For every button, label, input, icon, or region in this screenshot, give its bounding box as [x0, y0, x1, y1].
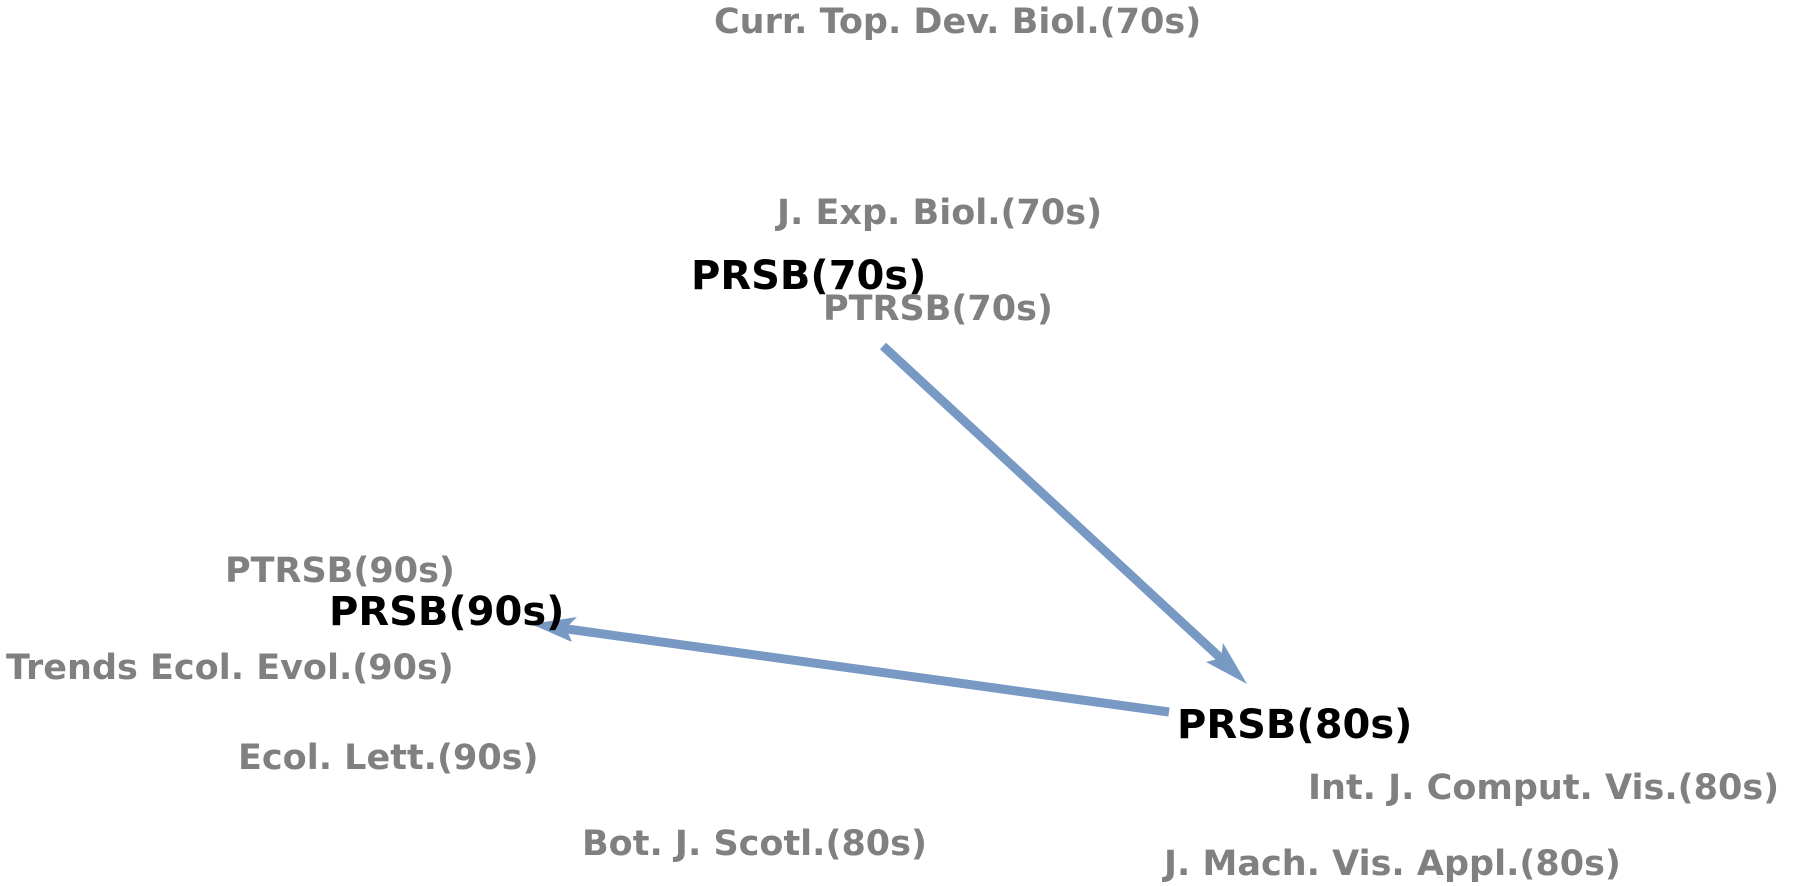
node-label-prsb-90s: PRSB(90s) — [329, 589, 564, 635]
edge-prsb70s-to-prsb80s — [879, 342, 1231, 668]
context-label-ptrsb-70s: PTRSB(70s) — [823, 289, 1053, 329]
node-label-prsb-80s: PRSB(80s) — [1177, 702, 1412, 748]
node-labels: PRSB(70s) PRSB(90s) PRSB(80s) — [329, 253, 1412, 748]
context-label-bot-j-scotl-80s: Bot. J. Scotl.(80s) — [582, 824, 927, 864]
arrowhead-prsb80s — [1206, 643, 1247, 684]
edge-prsb80s-to-prsb90s — [559, 623, 1170, 717]
context-label-j-mach-vis-appl-80s: J. Mach. Vis. Appl.(80s) — [1162, 844, 1621, 884]
context-labels: Curr. Top. Dev. Biol.(70s) J. Exp. Biol.… — [6, 2, 1779, 884]
context-label-int-j-comput-vis-80s: Int. J. Comput. Vis.(80s) — [1308, 768, 1779, 808]
edges — [531, 342, 1247, 717]
context-label-ptrsb-90s: PTRSB(90s) — [225, 551, 455, 591]
node-label-prsb-70s: PRSB(70s) — [691, 253, 926, 299]
context-label-ecol-lett-90s: Ecol. Lett.(90s) — [238, 738, 539, 778]
context-label-curr-top-dev-biol-70s: Curr. Top. Dev. Biol.(70s) — [714, 2, 1201, 42]
context-label-j-exp-biol-70s: J. Exp. Biol.(70s) — [775, 193, 1102, 233]
context-label-trends-ecol-evol-90s: Trends Ecol. Evol.(90s) — [6, 648, 454, 688]
arrowhead-prsb90s — [531, 617, 577, 642]
